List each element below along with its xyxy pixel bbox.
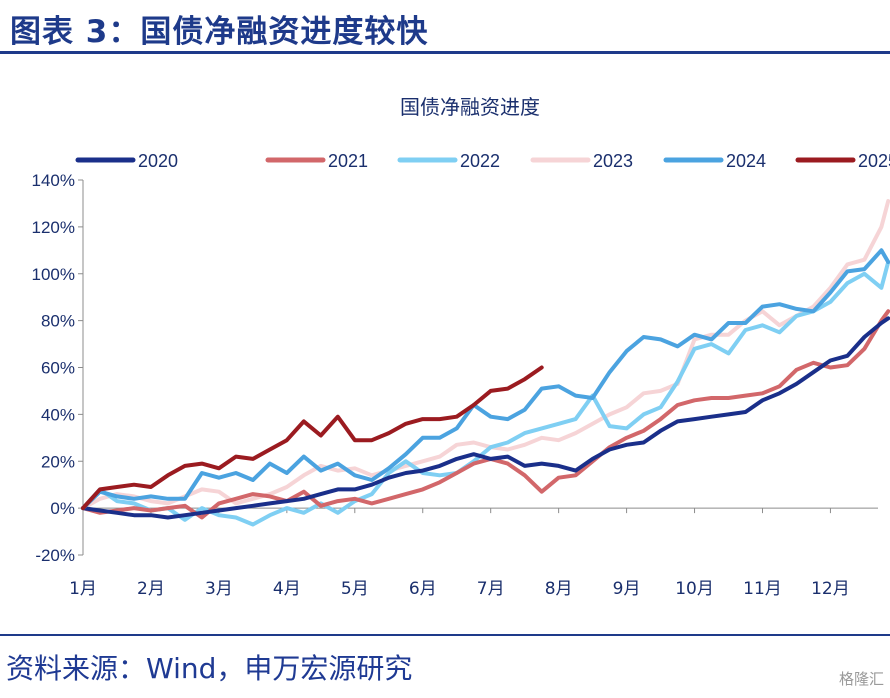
y-tick-label: 140% bbox=[32, 171, 75, 190]
x-tick-label: 12月 bbox=[811, 579, 850, 599]
legend-label-2022: 2022 bbox=[460, 151, 500, 171]
source-note: 资料来源：Wind，申万宏源研究 bbox=[6, 652, 413, 685]
y-tick-label: 60% bbox=[41, 359, 75, 378]
legend-label-2020: 2020 bbox=[138, 151, 178, 171]
x-tick-label: 7月 bbox=[477, 579, 505, 599]
legend-label-2023: 2023 bbox=[593, 151, 633, 171]
x-tick-label: 9月 bbox=[613, 579, 641, 599]
figure-title: 图表 3：国债净融资进度较快 bbox=[10, 14, 429, 50]
x-tick-label: 2月 bbox=[137, 579, 165, 599]
x-tick-label: 4月 bbox=[273, 579, 301, 599]
x-axis: 1月 2月 3月 4月 5月 6月 7月 8月 9月 10月 11月 12月 bbox=[69, 507, 878, 599]
legend-label-2021: 2021 bbox=[328, 151, 368, 171]
legend: 2020 2021 2022 2023 2024 2025 bbox=[75, 151, 890, 171]
y-tick-label: -20% bbox=[35, 546, 75, 565]
series-line-2024 bbox=[81, 248, 890, 511]
y-axis: -20% 0% 20% 40% 60% 80% 100% 120% 140% bbox=[32, 171, 84, 565]
y-tick-label: 0% bbox=[50, 499, 75, 518]
legend-label-2024: 2024 bbox=[726, 151, 766, 171]
series-line-2025 bbox=[81, 365, 544, 511]
footer-divider bbox=[0, 634, 890, 636]
series-layer bbox=[81, 199, 890, 527]
x-tick-label: 8月 bbox=[545, 579, 573, 599]
series-line-2020 bbox=[81, 316, 890, 520]
y-tick-label: 100% bbox=[32, 265, 75, 284]
title-divider bbox=[0, 51, 890, 54]
series-line-2022 bbox=[81, 260, 890, 527]
x-tick-label: 11月 bbox=[743, 579, 782, 599]
y-tick-label: 20% bbox=[41, 452, 75, 471]
x-tick-label: 1月 bbox=[69, 579, 97, 599]
legend-label-2025: 2025 bbox=[858, 151, 890, 171]
y-tick-label: 40% bbox=[41, 405, 75, 424]
watermark: 格隆汇 bbox=[838, 670, 884, 688]
line-chart: 国债净融资进度 2020 2021 2022 2023 2024 2025 -20% 0% 2… bbox=[32, 95, 890, 599]
y-tick-label: 80% bbox=[41, 312, 75, 331]
y-tick-label: 120% bbox=[32, 218, 75, 237]
x-tick-label: 5月 bbox=[341, 579, 369, 599]
x-tick-label: 3月 bbox=[205, 579, 233, 599]
x-tick-label: 6月 bbox=[409, 579, 437, 599]
chart-title: 国债净融资进度 bbox=[400, 95, 540, 119]
x-tick-label: 10月 bbox=[675, 579, 714, 599]
